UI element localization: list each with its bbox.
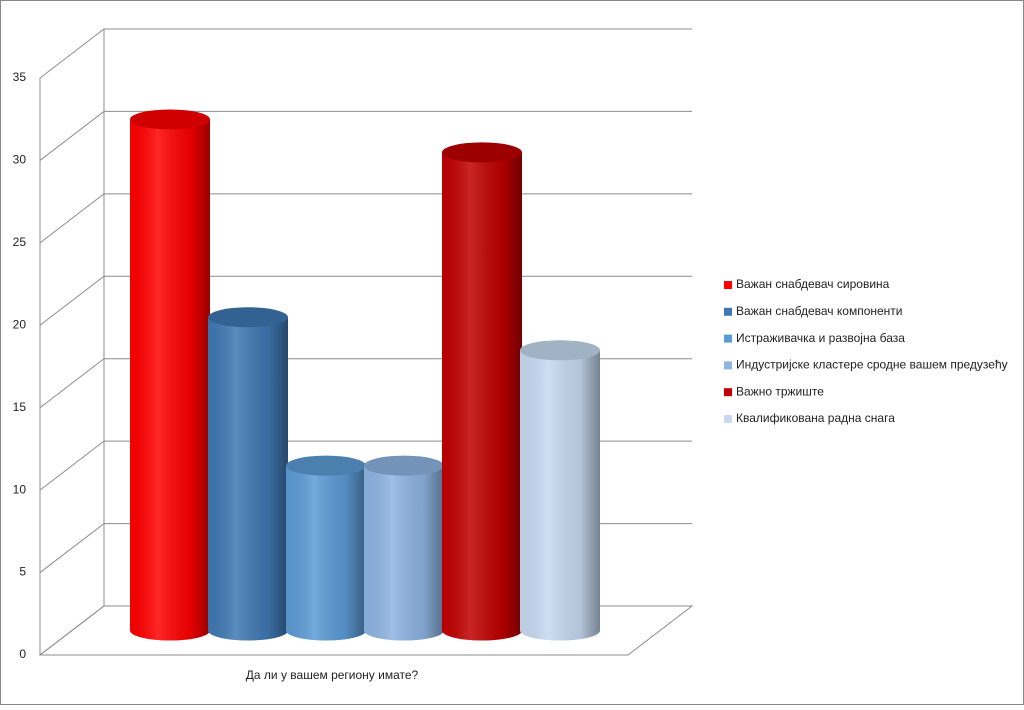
bar-shade xyxy=(442,152,522,641)
bar-shade xyxy=(286,465,366,641)
bar-shade xyxy=(520,350,600,641)
legend-swatch xyxy=(724,281,732,289)
y-tick-label: 25 xyxy=(13,235,27,249)
y-tick-label: 35 xyxy=(13,70,27,84)
legend-swatch xyxy=(724,388,732,397)
cylinder xyxy=(130,109,210,641)
cylinder xyxy=(442,142,522,641)
bar-top-shade xyxy=(130,109,210,130)
legend-label: Истраживачка и развојна база xyxy=(736,331,905,345)
legend-label: Квалификована радна снага xyxy=(736,411,895,425)
y-tick-label: 15 xyxy=(13,400,27,414)
bar-top xyxy=(286,455,366,476)
legend-label: Важно тржиште xyxy=(736,384,824,398)
legend-label: Важан снабдевач компоненти xyxy=(736,304,903,318)
cylinder xyxy=(286,455,366,641)
bar-shade xyxy=(130,119,210,641)
bar-top xyxy=(208,307,288,328)
bar-top-shade xyxy=(286,455,366,476)
cylinder xyxy=(520,340,600,641)
bar-top xyxy=(442,142,522,163)
y-tick-label: 0 xyxy=(19,647,26,661)
bar-top-shade xyxy=(442,142,522,163)
y-tick-label: 5 xyxy=(19,565,26,579)
legend-swatch xyxy=(724,334,732,343)
cylinder xyxy=(208,307,288,641)
bar-top-shade xyxy=(208,307,288,328)
y-tick-label: 30 xyxy=(13,153,27,167)
grid-line xyxy=(39,110,692,161)
bar-top-shade xyxy=(520,340,600,361)
legend-label: Важан снабдевач сировина xyxy=(736,277,890,291)
cylinder xyxy=(364,455,444,641)
bar-top-shade xyxy=(364,455,444,476)
legend-swatch xyxy=(724,415,732,423)
bar-top xyxy=(130,109,210,130)
legend-swatch xyxy=(724,361,732,370)
legend-label: Индустријске кластере сродне вашем преду… xyxy=(736,358,1008,372)
x-category-label: Да ли у вашем региону имате? xyxy=(246,668,419,682)
bar-top xyxy=(520,340,600,361)
grid-line xyxy=(39,28,692,79)
bar-top xyxy=(364,455,444,476)
legend-swatch xyxy=(724,307,732,316)
bar-shade xyxy=(208,317,288,641)
bar-shade xyxy=(364,465,444,641)
y-tick-label: 10 xyxy=(13,482,27,496)
y-tick-label: 20 xyxy=(13,317,27,331)
